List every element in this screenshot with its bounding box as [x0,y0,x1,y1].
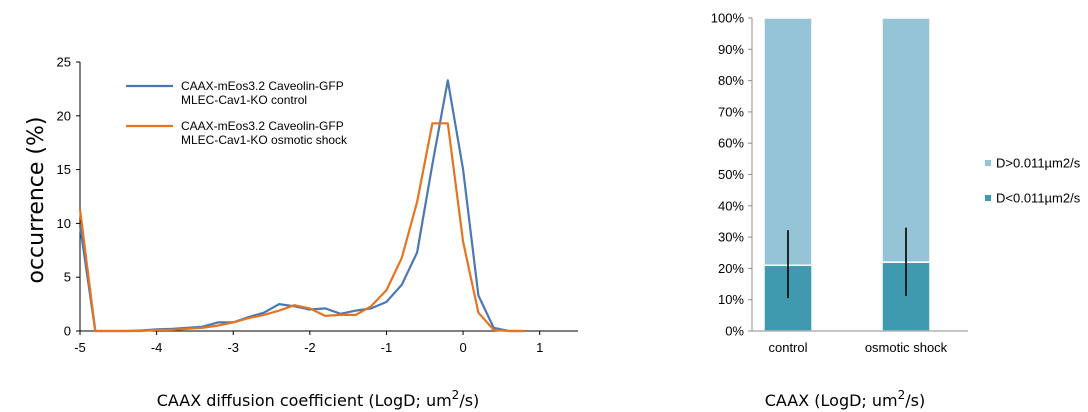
line-y-tick-label: 15 [57,162,71,177]
bar-category-label: control [768,340,807,355]
line-x-tick-label: -2 [304,340,316,355]
bar-y-ticks: 0% 10% 20% 30% 40% 50% 60% 70% 80% 90% 100% [711,11,752,339]
line-x-tick-label: -3 [227,340,239,355]
line-y-tick-label: 25 [57,55,71,70]
bar-y-tick-label: 30% [718,230,744,245]
line-x-tick-label: 0 [459,340,466,355]
bar-y-tick-label: 100% [711,11,745,26]
line-y-tick-label: 0 [64,324,71,339]
line-y-tick-label: 5 [64,270,71,285]
bar-legend-label: D<0.011µm2/s [996,191,1081,206]
bar-legend-label: D>0.011µm2/s [996,156,1081,171]
line-y-ticks: 0 5 10 15 20 25 [57,55,80,339]
line-legend-label: MLEC-Cav1-KO control [181,93,307,107]
line-y-tick-label: 10 [57,216,71,231]
line-legend-label: CAAX-mEos3.2 Caveolin-GFP [181,79,344,93]
line-legend-label: CAAX-mEos3.2 Caveolin-GFP [181,119,344,133]
bar-legend-swatch [985,195,991,201]
line-x-tick-label: 1 [536,340,543,355]
line-chart: 0 5 10 15 20 25 -5 -4 -3 -2 -1 0 1 CAAX-mEos3.2 Cav… [24,55,578,410]
bar-group [763,17,931,332]
line-x-tick-label: -4 [151,340,163,355]
line-x-tick-label: -5 [74,340,86,355]
bar-y-tick-label: 0% [725,324,744,339]
bar-category-label: osmotic shock [865,340,948,355]
bar-y-tick-label: 50% [718,167,744,182]
line-series-group [78,79,525,333]
bar-y-tick-label: 80% [718,73,744,88]
bar-x-axis-title: CAAX (LogD; um2/s) [765,388,926,410]
bar-y-tick-label: 90% [718,42,744,57]
stacked-bar-chart: 0% 10% 20% 30% 40% 50% 60% 70% 80% 90% 100% contro… [711,11,1081,411]
bar-y-tick-label: 70% [718,104,744,119]
line-legend-label: MLEC-Cav1-KO osmotic shock [181,133,348,147]
line-x-axis-title: CAAX diffusion coefficient (LogD; um2/s) [157,388,480,410]
bar-category-labels: control osmotic shock [768,340,947,355]
line-y-axis-title: occurrence (%) [24,117,49,284]
line-y-tick-label: 20 [57,108,71,123]
bar-y-tick-label: 40% [718,198,744,213]
bar-segment-high-d [881,17,931,263]
bar-y-tick-label: 10% [718,292,744,307]
bar-y-tick-label: 60% [718,136,744,151]
line-x-ticks: -5 -4 -3 -2 -1 0 1 [74,331,543,355]
bar-segment-high-d [763,17,813,267]
bar-legend: D>0.011µm2/s D<0.011µm2/s [985,156,1081,206]
line-series-2 [78,122,525,333]
bar-y-tick-label: 20% [718,261,744,276]
line-x-tick-label: -1 [381,340,393,355]
bar-legend-swatch [985,160,991,166]
